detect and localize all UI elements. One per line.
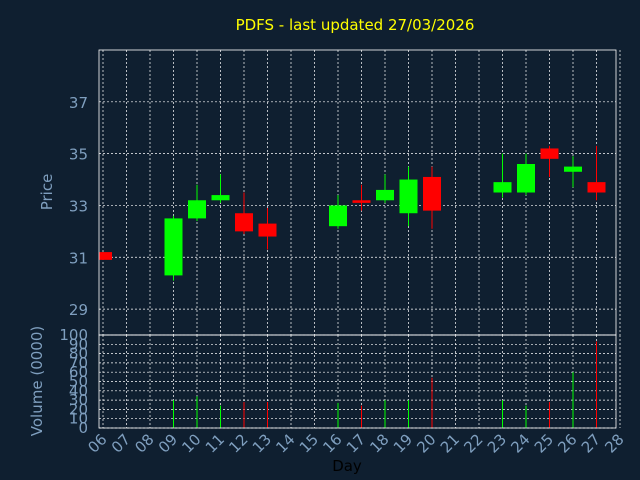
- volume-tick-label: 30: [69, 391, 88, 409]
- volume-panel: 0607080910111213141516171819202122232425…: [59, 326, 627, 457]
- day-tick-label: 20: [413, 430, 439, 456]
- day-tick-label: 10: [178, 430, 204, 456]
- day-tick-label: 27: [578, 430, 604, 456]
- day-tick-label: 15: [296, 430, 322, 456]
- chart-title: PDFS - last updated 27/03/2026: [236, 16, 475, 34]
- day-tick-label: 07: [108, 430, 134, 456]
- volume-tick-label: 70: [69, 354, 88, 372]
- day-tick-label: 25: [531, 430, 557, 456]
- candle-up: [399, 179, 418, 214]
- volume-plot-border: [98, 334, 617, 429]
- price-tick-label: 31: [69, 249, 88, 267]
- day-tick-label: 24: [507, 430, 533, 456]
- volume-tick-label: 40: [69, 382, 88, 400]
- volume-axis-label: Volume (0000): [28, 326, 46, 436]
- x-axis-label: Day: [332, 457, 362, 475]
- candle-up: [564, 166, 582, 172]
- candle-down: [258, 223, 277, 237]
- price-tick-label: 35: [69, 146, 88, 164]
- volume-tick-label: 80: [69, 345, 88, 363]
- price-plot-border: [98, 49, 617, 336]
- price-tick-label: 37: [69, 94, 88, 112]
- candle-down: [99, 252, 112, 260]
- volume-tick-label: 10: [69, 410, 88, 428]
- day-tick-label: 06: [84, 430, 110, 456]
- volume-tick-label: 0: [78, 419, 88, 437]
- day-tick-label: 18: [366, 430, 392, 456]
- candle-up: [329, 205, 347, 227]
- day-tick-label: 21: [437, 430, 463, 456]
- day-tick-label: 19: [390, 430, 416, 456]
- day-tick-label: 09: [155, 430, 181, 456]
- day-tick-label: 23: [484, 430, 510, 456]
- day-tick-label: 22: [460, 430, 486, 456]
- price-tick-label: 33: [69, 197, 88, 215]
- volume-tick-label: 100: [59, 326, 88, 344]
- candle-up: [493, 182, 512, 193]
- candle-up: [164, 218, 183, 276]
- day-tick-label: 26: [554, 430, 580, 456]
- price-tick-label: 29: [69, 301, 88, 319]
- day-tick-label: 14: [272, 430, 298, 456]
- price-axis-label: Price: [38, 174, 56, 211]
- day-tick-label: 11: [202, 430, 228, 456]
- candle-down: [352, 200, 371, 203]
- volume-tick-label: 60: [69, 363, 88, 381]
- day-tick-label: 17: [343, 430, 369, 456]
- volume-tick-label: 50: [69, 373, 88, 391]
- price-panel: 29 31 33 35 37: [69, 49, 621, 336]
- volume-tick-label: 20: [69, 400, 88, 418]
- candle-up: [188, 200, 206, 219]
- candle-down: [540, 148, 559, 159]
- day-tick-label: 16: [319, 430, 345, 456]
- candle-down: [423, 176, 441, 211]
- candle-up: [211, 195, 230, 201]
- candle-down: [235, 213, 253, 232]
- candle-up: [517, 164, 535, 193]
- day-tick-label: 12: [225, 430, 251, 456]
- day-tick-label: 28: [601, 430, 627, 456]
- candle-up: [376, 189, 394, 201]
- candle-down: [587, 182, 606, 193]
- day-tick-label: 08: [131, 430, 157, 456]
- day-tick-label: 13: [249, 430, 275, 456]
- volume-tick-label: 90: [69, 335, 88, 353]
